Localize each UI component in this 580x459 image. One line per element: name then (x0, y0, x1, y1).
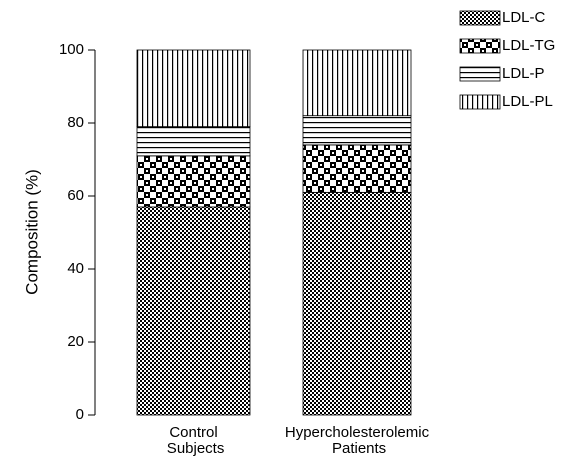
x-tick-label: Control Subjects (163, 424, 225, 457)
legend-label: LDL-C (502, 9, 546, 26)
bar-segment (136, 206, 251, 416)
y-tick-label: 100 (59, 41, 84, 58)
bar-segment (302, 191, 412, 416)
legend-swatch (459, 10, 501, 26)
y-tick-label: 80 (67, 114, 84, 131)
y-tick-label: 60 (67, 187, 84, 204)
bar-segment (302, 144, 412, 193)
legend-label: LDL-PL (502, 93, 553, 110)
y-axis-label: Composition (%) (22, 169, 41, 295)
legend-swatch (459, 66, 501, 82)
y-tick-label: 0 (76, 406, 84, 423)
legend-swatch (459, 94, 501, 110)
bar-segment (302, 115, 412, 146)
y-tick-label: 40 (67, 260, 84, 277)
bar-segment (136, 49, 251, 128)
bar-segment (302, 49, 412, 117)
bar-segment (136, 155, 251, 208)
legend-swatch (459, 38, 501, 54)
y-tick-label: 20 (67, 333, 84, 350)
bar-segment (136, 126, 251, 157)
legend-label: LDL-TG (502, 37, 555, 54)
x-tick-label: Hypercholesterolemic Patients (285, 424, 430, 457)
legend-label: LDL-P (502, 65, 545, 82)
